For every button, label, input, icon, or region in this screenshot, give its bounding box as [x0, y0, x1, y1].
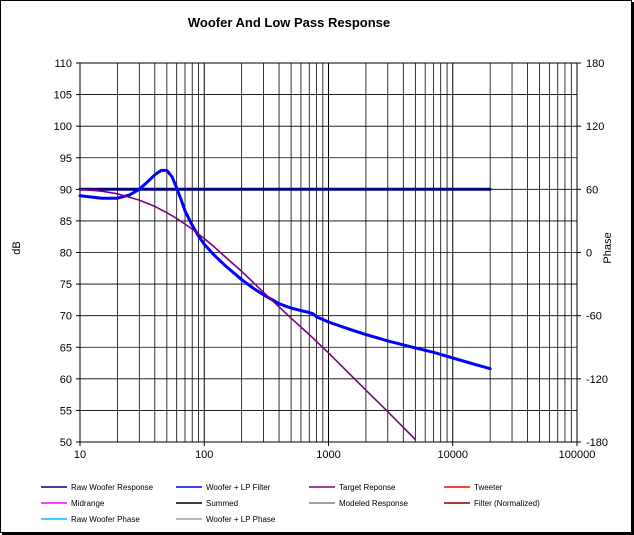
y2-tick-label: 60 [586, 184, 598, 196]
y-tick-label: 80 [60, 248, 72, 260]
y-tick-label: 65 [60, 342, 72, 354]
y-tick-label: 110 [54, 58, 72, 70]
x-tick-label: 10 [74, 449, 86, 461]
y2-tick-label: 180 [586, 58, 604, 70]
chart-title: Woofer And Low Pass Response [188, 15, 390, 30]
legend-entry: Woofer + LP Filter [206, 483, 271, 492]
series-woofer-lp-filter [78, 168, 492, 371]
legend-entry: Raw Woofer Phase [71, 515, 140, 524]
x-tick-label: 100000 [559, 449, 596, 461]
y-tick-label: 105 [54, 90, 72, 102]
x-tick-label: 10000 [437, 449, 468, 461]
y-tick-label: 100 [54, 121, 72, 133]
legend-entry: Filter (Normalized) [474, 499, 540, 508]
y-tick-label: 85 [60, 216, 72, 228]
y2-axis-ticks: -180 -120 -60 0 60 120 180 [577, 58, 608, 449]
series-target-response [79, 188, 417, 441]
legend: Raw Woofer Response Woofer + LP Filter Tar… [41, 483, 540, 524]
legend-entry: Midrange [71, 499, 105, 508]
y-tick-label: 75 [60, 279, 72, 291]
legend-entry: Raw Woofer Response [71, 483, 154, 492]
legend-entry: Summed [206, 499, 238, 508]
y-tick-label: 95 [60, 153, 72, 165]
y-tick-label: 60 [60, 374, 72, 386]
legend-entry: Modeled Response [339, 499, 408, 508]
y2-tick-label: -60 [586, 311, 602, 323]
y2-tick-label: 120 [586, 121, 604, 133]
legend-entry: Tweeter [474, 483, 503, 492]
y-tick-label: 50 [60, 437, 72, 449]
x-tick-label: 100 [195, 449, 213, 461]
y-tick-label: 70 [60, 311, 72, 323]
y2-tick-label: 0 [586, 248, 592, 260]
y-axis-label: dB [11, 241, 23, 254]
y-tick-label: 55 [60, 405, 72, 417]
y-axis-ticks: 50 55 60 65 70 75 80 85 90 95 100 105 110 [54, 58, 80, 449]
x-tick-label: 1000 [316, 449, 340, 461]
y-tick-label: 90 [60, 184, 72, 196]
series-lines [78, 168, 492, 441]
x-axis-ticks: 10 100 1000 10000 100000 [74, 442, 595, 461]
legend-entry: Woofer + LP Phase [206, 515, 276, 524]
legend-entry: Target Reponse [339, 483, 396, 492]
y2-axis-label: Phase [602, 232, 614, 263]
grid-lines [79, 62, 577, 443]
y2-tick-label: -180 [586, 437, 608, 449]
y2-tick-label: -120 [586, 374, 608, 386]
